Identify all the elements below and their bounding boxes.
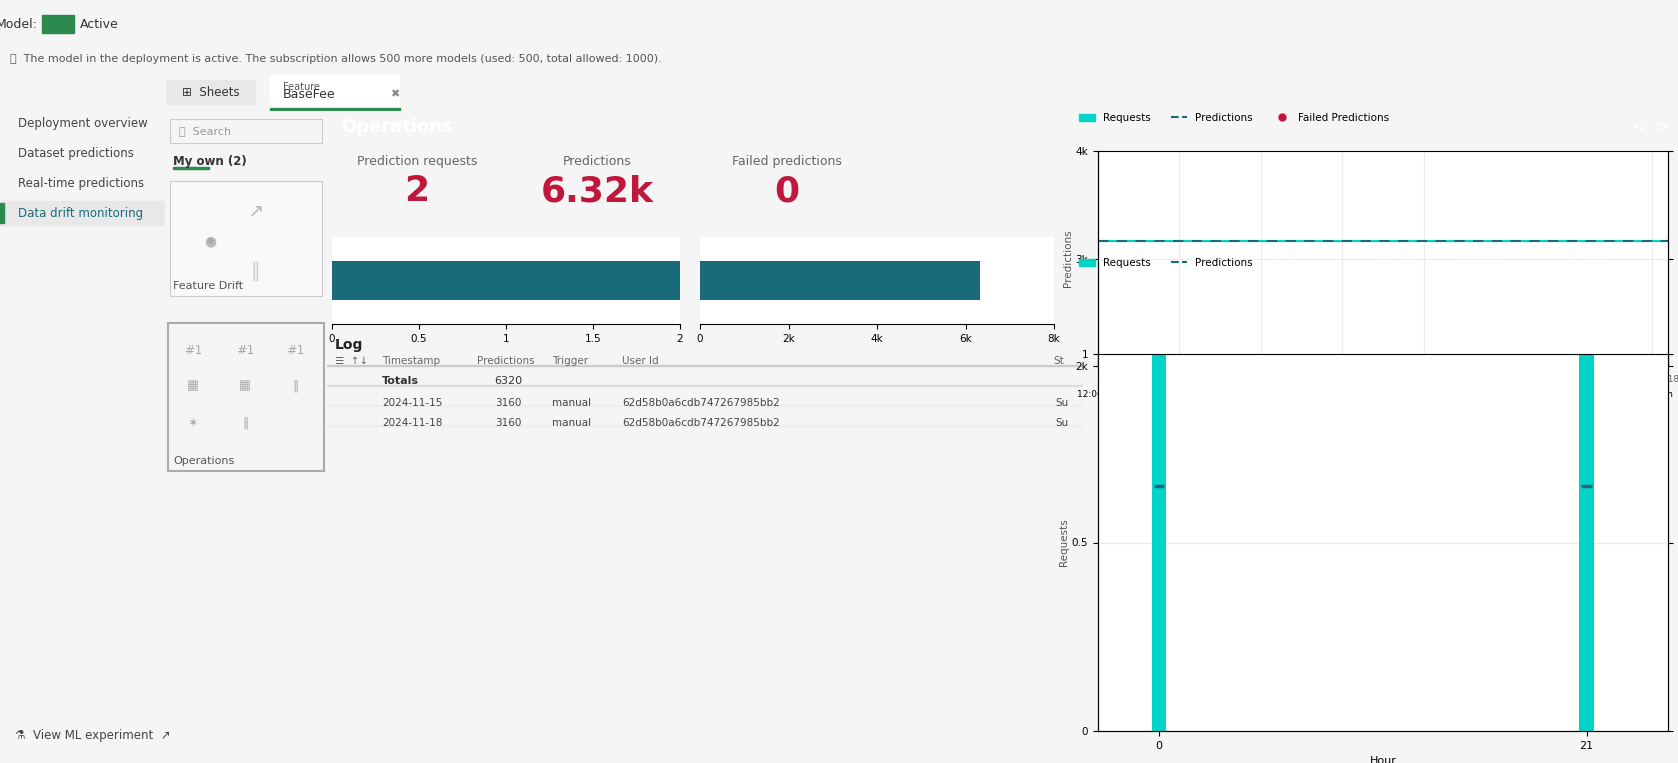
Text: #1: #1 — [237, 345, 253, 358]
Bar — [42, 15, 74, 33]
Text: ☰  ↑↓: ☰ ↑↓ — [336, 356, 367, 366]
Text: manual: manual — [552, 398, 591, 408]
Text: 2: 2 — [404, 174, 430, 208]
Bar — [327, 425, 1082, 426]
Text: Deployment overview: Deployment overview — [18, 117, 148, 130]
Text: 6.32k: 6.32k — [540, 174, 653, 208]
Text: Operations: Operations — [173, 456, 235, 466]
Text: Real-time predictions: Real-time predictions — [18, 176, 144, 189]
Text: <: < — [1631, 118, 1644, 136]
Text: 62d58b0a6cdb747267985bb2: 62d58b0a6cdb747267985bb2 — [623, 398, 780, 408]
Text: Operations: Operations — [341, 118, 453, 136]
Text: #1: #1 — [285, 345, 304, 358]
Text: Timestamp: Timestamp — [383, 356, 440, 366]
Bar — [700, 261, 980, 300]
Text: Predictions: Predictions — [477, 356, 535, 366]
Text: #1: #1 — [185, 345, 201, 358]
Text: Data drift monitoring: Data drift monitoring — [18, 207, 143, 220]
Text: User Id: User Id — [623, 356, 659, 366]
Text: Feature: Feature — [284, 82, 320, 92]
Bar — [270, 108, 399, 111]
Bar — [169, 119, 322, 143]
Text: My own (2): My own (2) — [173, 154, 247, 168]
Text: ↗: ↗ — [247, 201, 263, 221]
Text: 3160: 3160 — [495, 398, 522, 408]
Text: ‖: ‖ — [250, 261, 260, 281]
Text: ✶: ✶ — [188, 417, 198, 430]
Bar — [173, 167, 210, 169]
Y-axis label: Requests: Requests — [1059, 519, 1069, 566]
Text: ⓘ  The model in the deployment is active. The subscription allows 500 more model: ⓘ The model in the deployment is active.… — [10, 54, 661, 64]
Text: Prediction requests: Prediction requests — [357, 155, 477, 168]
Text: ●: ● — [206, 237, 213, 246]
X-axis label: Day: Day — [1373, 430, 1394, 439]
Bar — [0, 203, 3, 223]
Text: Dataset predictions: Dataset predictions — [18, 146, 134, 159]
Text: Predictions: Predictions — [562, 155, 631, 168]
Legend: Requests, Predictions, Failed Predictions: Requests, Predictions, Failed Prediction… — [1074, 109, 1393, 127]
Text: BaseFee: BaseFee — [284, 88, 336, 101]
Text: ✖: ✖ — [389, 89, 399, 99]
Text: ‖: ‖ — [242, 417, 248, 430]
Text: manual: manual — [552, 418, 591, 428]
Text: >: > — [1656, 118, 1670, 136]
Text: Feature Drift: Feature Drift — [173, 281, 243, 291]
Text: 6320: 6320 — [493, 376, 522, 386]
Bar — [327, 385, 1082, 386]
Text: ‖: ‖ — [292, 379, 299, 392]
Text: 🔍  Search: 🔍 Search — [180, 126, 232, 136]
Text: 2024-11-18: 2024-11-18 — [383, 418, 443, 428]
Bar — [270, 75, 399, 111]
Y-axis label: Predictions: Predictions — [1062, 230, 1072, 288]
Text: Model:: Model: — [0, 18, 39, 31]
Text: ▦: ▦ — [188, 379, 200, 392]
Text: 2024-11-15: 2024-11-15 — [383, 398, 443, 408]
X-axis label: Hour: Hour — [1369, 756, 1396, 763]
Bar — [327, 365, 1082, 366]
Text: St: St — [1054, 356, 1064, 366]
Text: ⊞  Sheets: ⊞ Sheets — [183, 85, 240, 98]
Text: 2024-11-18: 2024-11-18 — [1628, 375, 1678, 384]
Text: ⚗  View ML experiment  ↗: ⚗ View ML experiment ↗ — [15, 729, 171, 742]
Bar — [1579, 354, 1594, 731]
Text: 0: 0 — [775, 174, 799, 208]
Text: Su: Su — [1055, 398, 1069, 408]
Bar — [332, 261, 680, 300]
Bar — [1151, 354, 1166, 731]
Bar — [168, 323, 324, 471]
Text: Su: Su — [1055, 418, 1069, 428]
Bar — [0, 201, 164, 225]
Text: Active: Active — [81, 18, 119, 31]
Text: Failed predictions: Failed predictions — [732, 155, 842, 168]
Text: 2024-11-17: 2024-11-17 — [1423, 375, 1477, 384]
Text: Log: Log — [336, 338, 364, 352]
Text: 62d58b0a6cdb747267985bb2: 62d58b0a6cdb747267985bb2 — [623, 418, 780, 428]
Text: Trigger: Trigger — [552, 356, 587, 366]
Text: 2024-11-16: 2024-11-16 — [1260, 375, 1312, 384]
Text: 2024-11-15: 2024-11-15 — [1097, 375, 1149, 384]
Bar — [168, 80, 255, 104]
Bar — [169, 181, 322, 296]
Text: 3160: 3160 — [495, 418, 522, 428]
Text: ▦: ▦ — [240, 379, 252, 392]
Bar — [327, 405, 1082, 406]
Text: ●: ● — [205, 234, 216, 248]
Text: Totals: Totals — [383, 376, 420, 386]
Legend: Requests, Predictions: Requests, Predictions — [1074, 253, 1257, 272]
